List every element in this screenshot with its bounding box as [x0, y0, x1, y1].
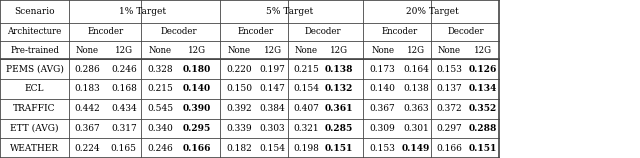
Text: 0.363: 0.363: [403, 104, 429, 113]
Text: 0.182: 0.182: [227, 144, 252, 153]
Text: 0.321: 0.321: [293, 124, 319, 133]
Text: 0.137: 0.137: [436, 84, 462, 93]
Text: 0.147: 0.147: [260, 84, 285, 93]
Text: Decoder: Decoder: [447, 27, 484, 36]
Text: 0.340: 0.340: [147, 124, 173, 133]
Text: 0.367: 0.367: [74, 124, 100, 133]
Text: 12G: 12G: [115, 46, 133, 55]
Text: 0.545: 0.545: [147, 104, 173, 113]
Text: 0.392: 0.392: [227, 104, 252, 113]
Text: None: None: [148, 46, 172, 55]
Text: 0.140: 0.140: [370, 84, 396, 93]
Text: 0.309: 0.309: [370, 124, 396, 133]
Text: 0.434: 0.434: [111, 104, 137, 113]
Text: 0.134: 0.134: [468, 84, 497, 93]
Text: None: None: [76, 46, 99, 55]
Text: 0.339: 0.339: [227, 124, 252, 133]
Text: 0.138: 0.138: [325, 65, 353, 74]
Text: 0.154: 0.154: [260, 144, 285, 153]
Text: ECL: ECL: [25, 84, 44, 93]
Text: TRAFFIC: TRAFFIC: [13, 104, 56, 113]
Text: 0.140: 0.140: [183, 84, 211, 93]
Text: 0.352: 0.352: [468, 104, 497, 113]
Text: Decoder: Decoder: [304, 27, 341, 36]
Text: 0.372: 0.372: [436, 104, 462, 113]
Text: 0.407: 0.407: [293, 104, 319, 113]
Text: 0.220: 0.220: [227, 65, 252, 74]
Text: 0.303: 0.303: [260, 124, 285, 133]
Text: 0.164: 0.164: [403, 65, 429, 74]
Text: 1% Target: 1% Target: [118, 7, 166, 16]
Text: None: None: [228, 46, 251, 55]
Text: 0.173: 0.173: [370, 65, 396, 74]
Text: 0.285: 0.285: [325, 124, 353, 133]
Text: Encoder: Encoder: [238, 27, 274, 36]
Text: Pre-trained: Pre-trained: [10, 46, 59, 55]
Text: 0.297: 0.297: [436, 124, 462, 133]
Text: Architecture: Architecture: [8, 27, 61, 36]
Text: 0.286: 0.286: [74, 65, 100, 74]
Text: 12G: 12G: [474, 46, 492, 55]
Text: 0.165: 0.165: [111, 144, 137, 153]
Text: 0.246: 0.246: [111, 65, 137, 74]
Text: 0.180: 0.180: [182, 65, 211, 74]
Text: 0.328: 0.328: [147, 65, 173, 74]
Text: 0.224: 0.224: [74, 144, 100, 153]
Text: 0.198: 0.198: [293, 144, 319, 153]
Text: 0.384: 0.384: [260, 104, 285, 113]
Text: None: None: [371, 46, 394, 55]
Text: PEMS (AVG): PEMS (AVG): [6, 65, 63, 74]
Text: 0.149: 0.149: [402, 144, 430, 153]
Text: 0.215: 0.215: [147, 84, 173, 93]
Text: None: None: [294, 46, 317, 55]
Text: Scenario: Scenario: [14, 7, 55, 16]
Text: 0.288: 0.288: [468, 124, 497, 133]
Text: 0.168: 0.168: [111, 84, 137, 93]
Text: 0.153: 0.153: [370, 144, 396, 153]
Text: 0.166: 0.166: [436, 144, 462, 153]
Text: 12G: 12G: [330, 46, 348, 55]
Text: 0.390: 0.390: [182, 104, 211, 113]
Text: 0.215: 0.215: [293, 65, 319, 74]
Text: Encoder: Encoder: [381, 27, 417, 36]
Text: 0.367: 0.367: [370, 104, 396, 113]
Text: 0.153: 0.153: [436, 65, 462, 74]
Text: 5% Target: 5% Target: [266, 7, 313, 16]
Text: Encoder: Encoder: [88, 27, 124, 36]
Text: Decoder: Decoder: [160, 27, 197, 36]
Text: 0.295: 0.295: [182, 124, 211, 133]
Text: 12G: 12G: [407, 46, 425, 55]
Text: 0.197: 0.197: [260, 65, 285, 74]
Text: None: None: [438, 46, 461, 55]
Text: 0.132: 0.132: [325, 84, 353, 93]
Text: 0.151: 0.151: [468, 144, 497, 153]
Text: 12G: 12G: [264, 46, 282, 55]
Text: 0.183: 0.183: [74, 84, 100, 93]
Text: 0.361: 0.361: [325, 104, 353, 113]
Text: WEATHER: WEATHER: [10, 144, 59, 153]
Text: 0.442: 0.442: [74, 104, 100, 113]
Text: 0.166: 0.166: [182, 144, 211, 153]
Text: 12G: 12G: [188, 46, 206, 55]
Text: 0.151: 0.151: [325, 144, 353, 153]
Text: 0.246: 0.246: [147, 144, 173, 153]
Text: 0.126: 0.126: [468, 65, 497, 74]
Text: 0.154: 0.154: [293, 84, 319, 93]
Text: 0.317: 0.317: [111, 124, 137, 133]
Text: 0.301: 0.301: [403, 124, 429, 133]
Text: ETT (AVG): ETT (AVG): [10, 124, 59, 133]
Text: 0.138: 0.138: [403, 84, 429, 93]
Text: 0.150: 0.150: [227, 84, 252, 93]
Text: 20% Target: 20% Target: [406, 7, 459, 16]
